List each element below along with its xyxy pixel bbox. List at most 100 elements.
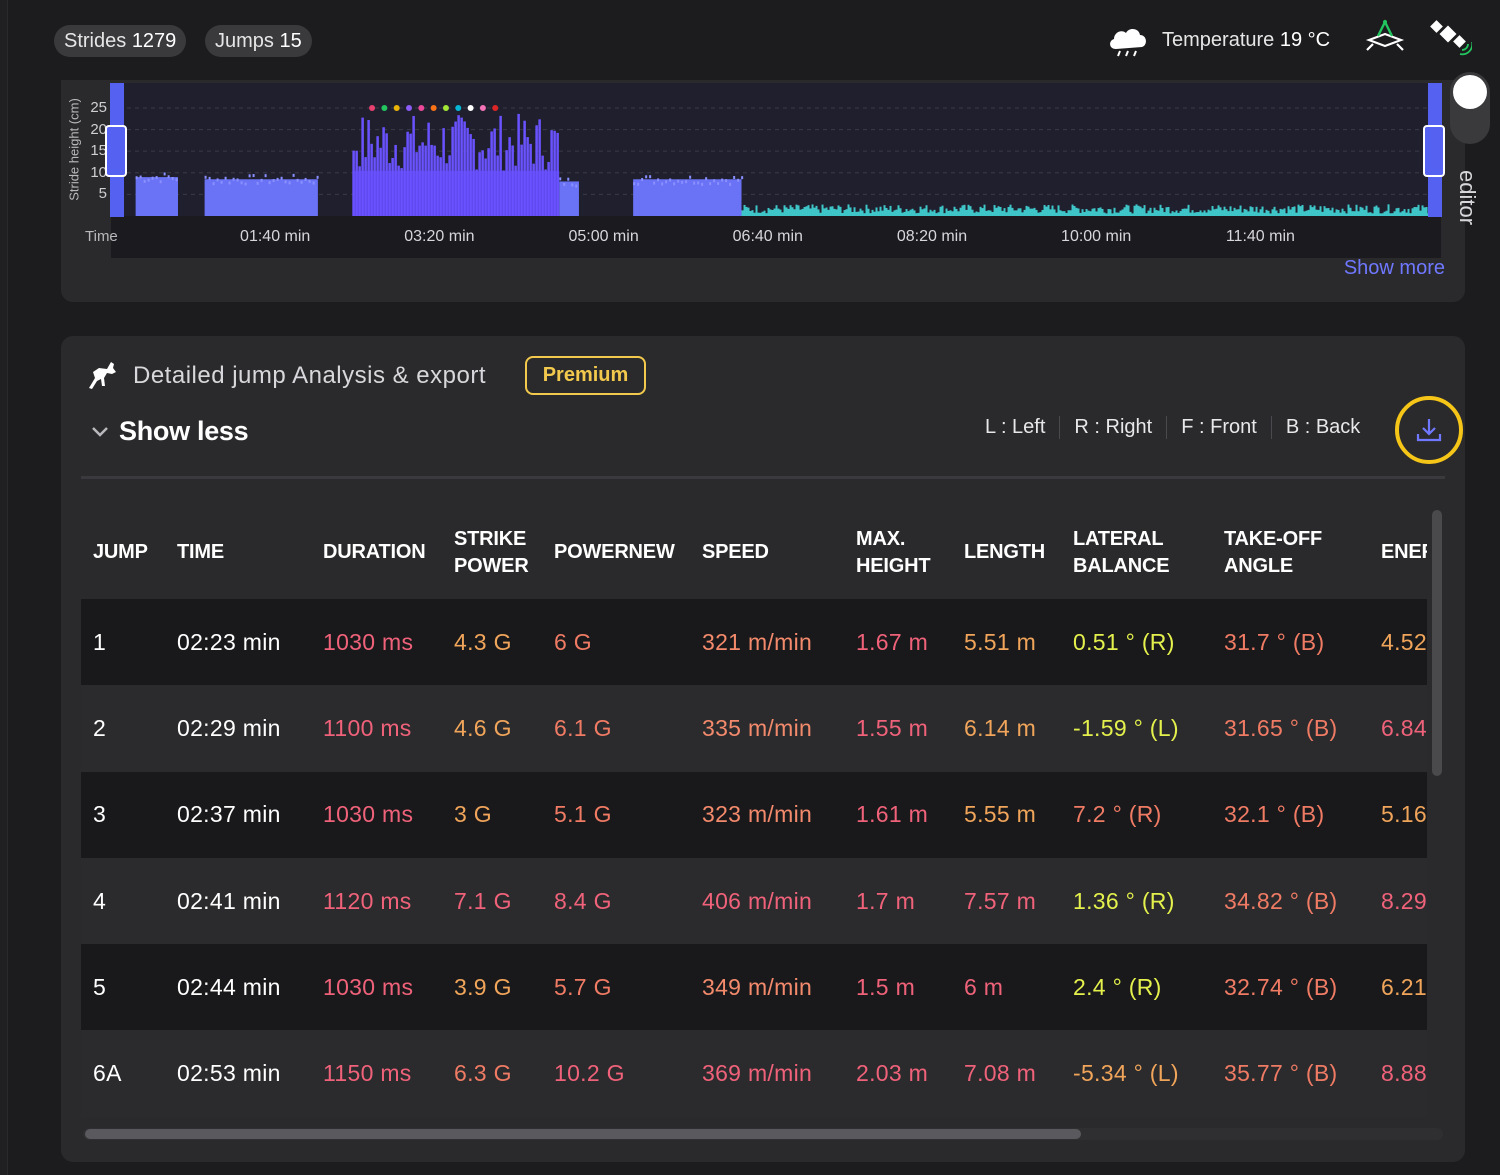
cell-strike: 4.3 G xyxy=(454,628,512,655)
column-header[interactable]: LATERAL BALANCE xyxy=(1073,527,1170,577)
chart-bar-walk xyxy=(1119,210,1122,216)
range-handle-left[interactable] xyxy=(105,83,127,217)
chart-bar-walk xyxy=(1387,204,1390,216)
editor-toggle[interactable] xyxy=(1450,72,1490,144)
column-header[interactable]: STRIKE POWER xyxy=(454,527,529,577)
cell-balance: 7.2 ° (R) xyxy=(1073,801,1162,828)
horizontal-scrollbar[interactable] xyxy=(83,1128,1443,1140)
table-row[interactable]: 6A 02:53 min 1150 ms 6.3 G 10.2 G 369 m/min 2.… xyxy=(81,1030,1427,1117)
column-header[interactable]: ENEF xyxy=(1381,541,1427,563)
cell-strike: 4.6 G xyxy=(454,714,512,741)
column-header[interactable]: TAKE-OFF ANGLE xyxy=(1224,527,1323,577)
column-header[interactable]: JUMP xyxy=(93,541,148,563)
panel-title: Detailed jump Analysis & export xyxy=(133,362,486,389)
satellite-icon[interactable] xyxy=(1428,14,1472,58)
chart-bar-walk xyxy=(1377,207,1380,216)
column-header[interactable]: DURATION xyxy=(323,541,426,563)
chart-bar-walk xyxy=(857,211,860,216)
chart-jump-marker xyxy=(369,105,376,111)
jump-table-container[interactable]: JUMP TIME DURATION STRIKE POWER POWERNEW SPEED… xyxy=(81,506,1427,1118)
chart-bar-walk xyxy=(791,207,794,216)
chart-bar-walk xyxy=(741,210,744,216)
chart-bar-walk xyxy=(1371,213,1374,216)
chart-bar-walk xyxy=(833,208,836,216)
cell-powernew: 6 G xyxy=(554,628,592,655)
chart-bar-stride xyxy=(143,179,146,183)
chart-bar-jump xyxy=(394,144,397,216)
chart-bar-walk xyxy=(1247,211,1250,216)
chart-bar-walk xyxy=(955,208,958,216)
chart-bar-walk xyxy=(951,211,954,216)
chart-bar-stride xyxy=(669,178,672,182)
chart-bar-jump xyxy=(535,125,538,216)
chart-bar-walk xyxy=(1085,209,1088,216)
arena-icon[interactable] xyxy=(1363,14,1407,58)
chart-bar-stride xyxy=(641,178,644,182)
chart-bar-stride xyxy=(701,182,704,186)
table-row[interactable]: 1 02:23 min 1030 ms 4.3 G 6 G 321 m/min 1.67 m… xyxy=(81,599,1427,686)
chart-bar-walk xyxy=(907,211,910,216)
chart-bar-walk xyxy=(971,209,974,216)
chart-bar-walk xyxy=(747,207,750,216)
chart-bar-stride xyxy=(721,178,724,182)
chart-bar-walk xyxy=(765,213,768,216)
chart-bar-walk xyxy=(1009,204,1012,216)
chart-bar-walk xyxy=(1193,212,1196,216)
chart-bar-walk xyxy=(1035,209,1038,216)
chart-bar-walk xyxy=(983,204,986,216)
table-row[interactable]: 3 02:37 min 1030 ms 3 G 5.1 G 323 m/min 1.61 m… xyxy=(81,771,1427,858)
column-header[interactable]: MAX. HEIGHT xyxy=(856,527,931,577)
chart-bar-stride xyxy=(280,176,283,180)
range-grip-left[interactable] xyxy=(105,125,127,177)
chart-bar-walk xyxy=(1305,210,1308,216)
table-row[interactable]: 5 02:44 min 1030 ms 3.9 G 5.7 G 349 m/min 1.5 … xyxy=(81,944,1427,1031)
editor-toggle-knob[interactable] xyxy=(1453,75,1487,109)
chart-bar-jump xyxy=(370,143,373,216)
chart-bar-walk xyxy=(1413,207,1416,216)
chart-bar-walk xyxy=(1385,210,1388,216)
chart-bar-walk xyxy=(1307,209,1310,216)
table-row[interactable]: 4 02:41 min 1120 ms 7.1 G 8.4 G 406 m/min 1.7 … xyxy=(81,857,1427,945)
legend-front: F : Front xyxy=(1166,416,1271,439)
download-icon xyxy=(1416,419,1442,442)
chart-bar-walk xyxy=(1091,208,1094,216)
chart-bar-jump xyxy=(373,157,376,216)
range-grip-right[interactable] xyxy=(1423,125,1445,177)
chart-bar-walk xyxy=(1151,212,1154,216)
chart-bar-stride xyxy=(135,176,138,180)
chart-bar-walk xyxy=(1203,210,1206,216)
chart-bar-walk xyxy=(865,204,868,216)
chart-bar-walk xyxy=(1181,208,1184,216)
chart-bar-walk xyxy=(1351,211,1354,216)
stride-chart[interactable] xyxy=(111,83,1441,258)
chart-bar-walk xyxy=(939,206,942,216)
column-header[interactable]: LENGTH xyxy=(964,541,1046,563)
strides-label: Strides xyxy=(64,30,127,52)
cell-duration: 1030 ms xyxy=(323,973,414,1000)
show-more-link[interactable]: Show more xyxy=(1343,257,1445,279)
horizontal-scrollbar-thumb[interactable] xyxy=(85,1129,1081,1139)
range-handle-right[interactable] xyxy=(1423,83,1445,217)
chart-bar-jump xyxy=(466,127,469,216)
chart-xtick: 06:40 min xyxy=(732,228,803,245)
chart-bar-walk xyxy=(1171,211,1174,216)
vertical-scrollbar[interactable] xyxy=(1432,510,1442,776)
column-header[interactable]: TIME xyxy=(177,541,224,563)
chart-bar-walk xyxy=(1117,212,1120,216)
cell-powernew: 8.4 G xyxy=(554,887,612,914)
cell-duration: 1100 ms xyxy=(323,714,412,741)
chart-bar-walk xyxy=(1283,208,1286,216)
chart-bar-walk xyxy=(887,209,890,216)
cell-energy: 8.29 xyxy=(1381,887,1427,914)
stride-chart-svg[interactable] xyxy=(111,83,1441,258)
chart-bar-walk xyxy=(1373,206,1376,216)
cell-powernew: 5.1 G xyxy=(554,801,612,828)
table-row[interactable]: 2 02:29 min 1100 ms 4.6 G 6.1 G 335 m/min 1.55… xyxy=(81,685,1427,772)
column-header[interactable]: POWERNEW xyxy=(554,541,675,563)
download-button[interactable] xyxy=(1395,396,1463,464)
column-header[interactable]: SPEED xyxy=(702,541,769,563)
chart-bar-walk xyxy=(1123,207,1126,216)
show-less-toggle[interactable]: Show less xyxy=(91,416,249,447)
premium-badge[interactable]: Premium xyxy=(525,356,646,395)
chart-bar-jump xyxy=(439,157,442,216)
